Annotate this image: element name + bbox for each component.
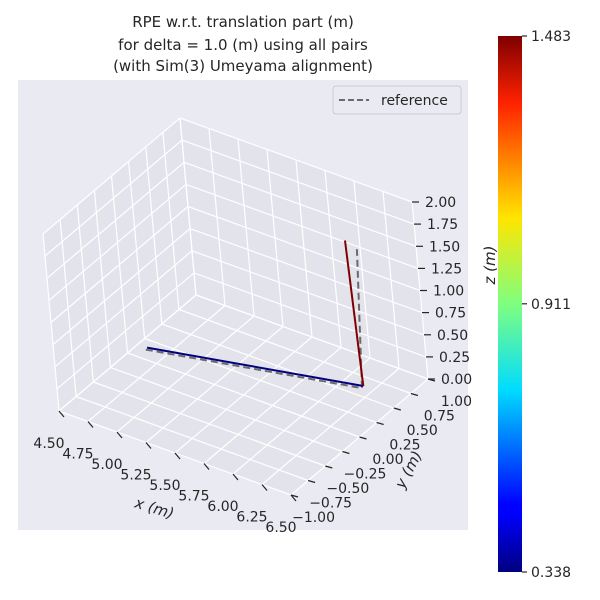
grid-side-z: [46, 161, 185, 279]
colorbar-tick-label: 0.338: [531, 565, 571, 581]
y-tick-label: 0.25: [389, 438, 420, 454]
legend-box: [332, 85, 462, 115]
colorbar-tick-label: 1.483: [531, 29, 571, 45]
grid-side-y: [128, 161, 146, 339]
z-tick-label: 1.75: [427, 217, 458, 233]
x-tick-label: 5.75: [178, 489, 209, 505]
grid-back-z: [187, 205, 421, 292]
z-tick-label: 2.00: [425, 195, 456, 211]
grid-side-y: [145, 146, 163, 325]
y-tick-label: −0.25: [343, 467, 386, 483]
grid-side-y: [179, 117, 197, 296]
grid-back-z: [181, 139, 415, 225]
z-tick-label: 1.25: [431, 261, 462, 277]
x-tick: [87, 421, 94, 428]
x-tick: [145, 442, 152, 449]
x-tick: [290, 494, 297, 502]
grid-floor-y: [127, 352, 360, 438]
colorbar-gradient: [498, 36, 522, 572]
y-tick-label: 1.00: [441, 394, 472, 410]
y-tick: [427, 378, 436, 382]
grid-floor-y: [144, 337, 377, 424]
estimate-segment: [146, 346, 364, 387]
grid-side-z: [44, 139, 183, 257]
tick-marks: [58, 201, 436, 502]
x-tick-label: 6.50: [265, 520, 296, 536]
y-tick: [410, 392, 419, 397]
grid-back-z: [179, 117, 413, 203]
grid-floor-y: [195, 294, 429, 380]
y-tick-label: −1.00: [292, 510, 335, 526]
z-tick-label: 1.00: [433, 284, 464, 300]
grid-side-z: [48, 183, 187, 301]
grid-back-x: [353, 180, 371, 359]
z-axis-label: z (m): [481, 246, 499, 286]
title-line-1: RPE w.r.t. translation part (m): [132, 13, 354, 31]
grid-floor-x: [261, 368, 400, 485]
z-tick-label: 1.50: [429, 239, 460, 255]
grid-floor-y: [161, 323, 395, 409]
estimate-segment: [344, 240, 365, 387]
x-tick-label: 5.00: [91, 457, 122, 473]
colorbar: 0.338 0.911 1.483: [498, 29, 571, 581]
y-tick: [307, 479, 316, 484]
y-tick-label: 0.75: [424, 409, 455, 425]
grid-back-z: [183, 161, 417, 247]
y-tick-label: 0.00: [372, 452, 403, 468]
reference-trajectory: [145, 249, 364, 390]
y-tick: [325, 465, 333, 469]
y-tick: [376, 421, 384, 426]
y-tick-label: 0.50: [407, 423, 438, 439]
grid-back-x: [382, 191, 400, 369]
legend-reference-label: reference: [381, 93, 448, 109]
y-tick: [359, 436, 367, 440]
z-tick-label: 0.25: [439, 350, 470, 366]
tick-labels: 4.50 −1.00 0.00 4.75 −0.75 0.25 5.00 −0.50 0.50 5…: [33, 195, 472, 536]
x-tick-label: 6.25: [236, 510, 267, 526]
grid-floor-x: [232, 357, 371, 475]
colorbar-ticks: 0.338 0.911 1.483: [522, 29, 571, 581]
grid-back-z: [185, 183, 419, 269]
title-line-3: (with Sim(3) Umeyama alignment): [113, 57, 373, 75]
y-tick: [290, 494, 299, 498]
series-layer: [145, 240, 365, 390]
grid-side-z: [50, 206, 189, 323]
z-tick-label: 0.00: [441, 372, 472, 388]
y-tick: [393, 407, 401, 411]
grid-side-y: [162, 132, 180, 310]
x-tick: [116, 431, 123, 439]
colorbar-tick-label: 0.911: [531, 297, 571, 313]
chart-title: RPE w.r.t. translation part (m) for delt…: [113, 13, 373, 75]
x-tick: [58, 410, 65, 418]
z-tick-label: 0.75: [435, 306, 466, 322]
x-tick-label: 4.50: [33, 436, 64, 452]
grid-floor-x: [203, 347, 342, 464]
grid-lines: [42, 117, 429, 496]
y-tick-label: −0.75: [309, 496, 352, 512]
x-tick: [174, 452, 181, 460]
x-tick: [232, 473, 239, 481]
grid-floor-y: [178, 308, 412, 395]
x-tick: [261, 484, 268, 491]
y-tick-label: −0.50: [326, 481, 369, 497]
grid-side-z: [42, 117, 181, 235]
x-tick-label: 5.50: [149, 478, 180, 494]
title-line-2: for delta = 1.0 (m) using all pairs: [118, 36, 368, 54]
x-tick-label: 6.00: [207, 499, 238, 515]
z-tick-label: 0.50: [437, 328, 468, 344]
x-tick-label: 4.75: [62, 447, 93, 463]
legend: reference: [332, 85, 462, 115]
y-tick: [342, 450, 350, 455]
grid-back-x: [324, 170, 342, 348]
x-tick-label: 5.25: [120, 468, 151, 484]
x-tick: [203, 463, 210, 470]
